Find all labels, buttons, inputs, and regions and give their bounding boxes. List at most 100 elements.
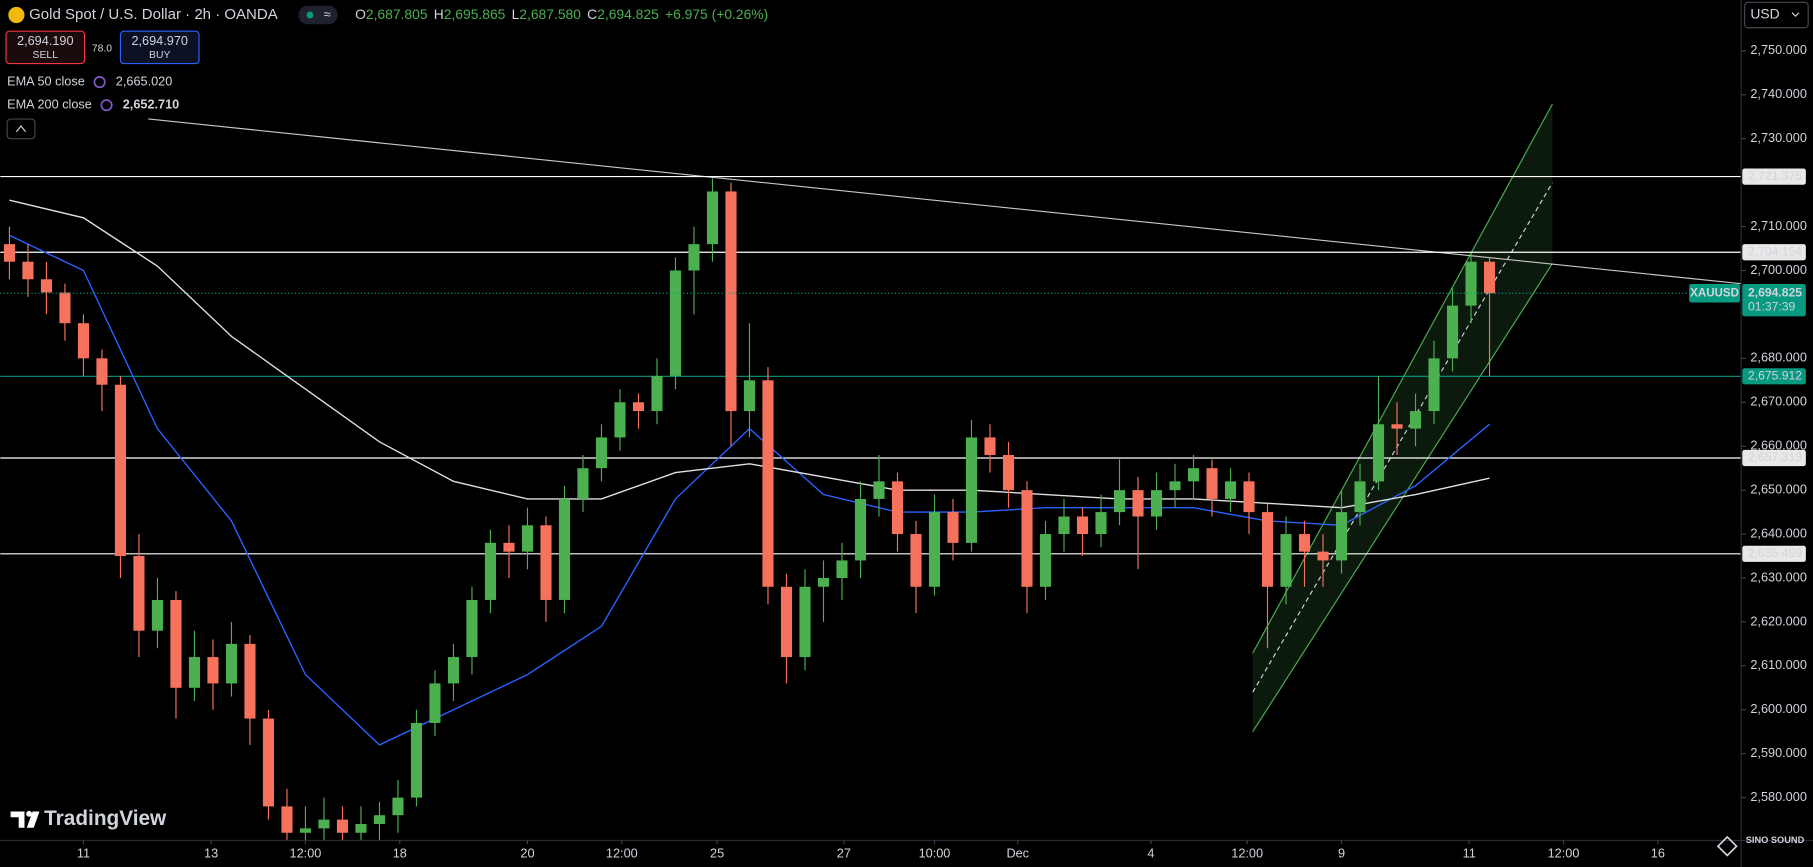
last-price-label: 2,694.825 <box>1748 285 1802 299</box>
indicator-name[interactable]: EMA 200 close <box>7 97 92 112</box>
candle-body <box>1206 468 1218 499</box>
candle-body <box>318 819 330 829</box>
watermark: TradingView <box>10 807 167 830</box>
candle-body <box>96 358 108 385</box>
corner-logo: SINO SOUND <box>1746 835 1805 845</box>
buy-button[interactable]: 2,694.970 BUY <box>119 30 200 65</box>
collapse-box[interactable] <box>6 118 36 140</box>
x-tick-label: 20 <box>520 846 534 861</box>
sell-price[interactable]: 2,694.190 <box>17 33 74 48</box>
level-label: 2,721.375 <box>1748 169 1802 183</box>
channel-middle <box>1252 182 1553 693</box>
trendline <box>148 118 1742 285</box>
y-tick-label: 2,590.000 <box>1750 745 1807 760</box>
x-tick-label: 16 <box>1651 846 1665 861</box>
buy-box[interactable] <box>119 30 200 65</box>
candle-body <box>725 191 737 412</box>
currency-box[interactable] <box>1744 1 1809 29</box>
candle-body <box>910 534 922 587</box>
candle-body <box>743 380 756 412</box>
candle-body <box>1335 512 1348 561</box>
y-tick-label: 2,700.000 <box>1750 262 1807 277</box>
candle-body <box>817 577 830 587</box>
candle-body <box>632 402 645 412</box>
level-label-box <box>1742 244 1806 261</box>
candle-body <box>1428 358 1440 412</box>
candle-body <box>40 279 52 293</box>
watermark-logo <box>10 811 40 828</box>
y-tick-label: 2,620.000 <box>1750 613 1807 628</box>
status-pill <box>298 5 338 25</box>
symbol-title[interactable]: Gold Spot / U.S. Dollar · 2h · OANDA <box>29 6 278 23</box>
candle-body <box>873 481 885 499</box>
corner-logo-icon <box>1716 835 1738 857</box>
candle-body <box>1039 534 1052 587</box>
candle-body <box>836 560 848 578</box>
channel-upper <box>1252 103 1553 654</box>
indicator-value: 2,665.020 <box>116 73 173 88</box>
candle-body <box>1150 490 1163 517</box>
x-tick-label: 11 <box>77 846 90 861</box>
y-tick-label: 2,610.000 <box>1750 657 1807 672</box>
y-tick-label: 2,750.000 <box>1750 42 1807 57</box>
level-label-box <box>1742 545 1806 562</box>
symbol-label-box <box>1689 283 1740 303</box>
buy-price[interactable]: 2,694.970 <box>131 33 188 48</box>
indicator-name[interactable]: EMA 50 close <box>7 73 85 88</box>
candle-body <box>1095 512 1107 535</box>
candle-body <box>984 437 996 455</box>
collapse-chevron <box>15 125 27 133</box>
candle-body <box>928 512 941 587</box>
level-label: 2,704.154 <box>1748 244 1802 258</box>
watermark-logo-dot <box>26 810 32 817</box>
candle-body <box>447 657 460 684</box>
buy-label[interactable]: BUY <box>149 50 170 61</box>
candle-body <box>1446 305 1459 359</box>
change: +6.975 (+0.26%) <box>665 6 768 22</box>
level-label-box <box>1742 368 1806 385</box>
candle-body <box>3 244 15 262</box>
candle-body <box>1372 424 1385 482</box>
candle-body <box>207 657 219 684</box>
currency-label[interactable]: USD <box>1750 6 1779 22</box>
candle-body <box>1058 516 1070 535</box>
candle-body <box>651 375 663 412</box>
currency-button[interactable]: USD <box>1744 1 1809 29</box>
y-tick-label: 2,710.000 <box>1750 218 1807 233</box>
candle-body <box>410 722 423 798</box>
candle-body <box>521 525 534 552</box>
x-tick-label: 25 <box>710 846 724 861</box>
indicator-icon <box>93 76 106 89</box>
sell-box[interactable] <box>5 30 86 65</box>
ohlc-key: C <box>587 6 597 22</box>
candle-body <box>891 481 904 535</box>
candle-body <box>373 815 386 824</box>
candle-body <box>1354 481 1366 513</box>
candle-body <box>429 683 441 723</box>
candle-body <box>1076 516 1089 535</box>
candle-body <box>762 380 774 587</box>
x-tick-label: 27 <box>837 846 851 861</box>
sell-label[interactable]: SELL <box>33 50 59 61</box>
candle-body <box>466 599 478 658</box>
candle-body <box>244 643 256 719</box>
candle-body <box>22 261 34 280</box>
status-icon: ≈ <box>324 6 331 21</box>
indicator-value: 2,652.710 <box>123 97 180 112</box>
collapse-button[interactable] <box>6 118 36 140</box>
x-tick-label: 9 <box>1338 846 1345 861</box>
candle-body <box>355 823 367 833</box>
candle-body <box>1187 468 1200 482</box>
ohlc-value: 2,687.580 <box>519 6 581 22</box>
candle-body <box>1483 261 1496 294</box>
candle-body <box>170 599 182 688</box>
candle-body <box>1465 261 1477 306</box>
status-dot <box>306 11 314 19</box>
x-tick-label: 12:00 <box>1548 846 1580 861</box>
symbol-icon <box>8 6 25 24</box>
candle-body <box>1409 411 1422 429</box>
ohlc-values: O2,687.805 H2,695.865 L2,687.580 C2,694.… <box>355 6 768 22</box>
sell-button[interactable]: 2,694.190 SELL <box>5 30 86 65</box>
candle-body <box>965 437 978 543</box>
candle-body <box>299 828 312 833</box>
